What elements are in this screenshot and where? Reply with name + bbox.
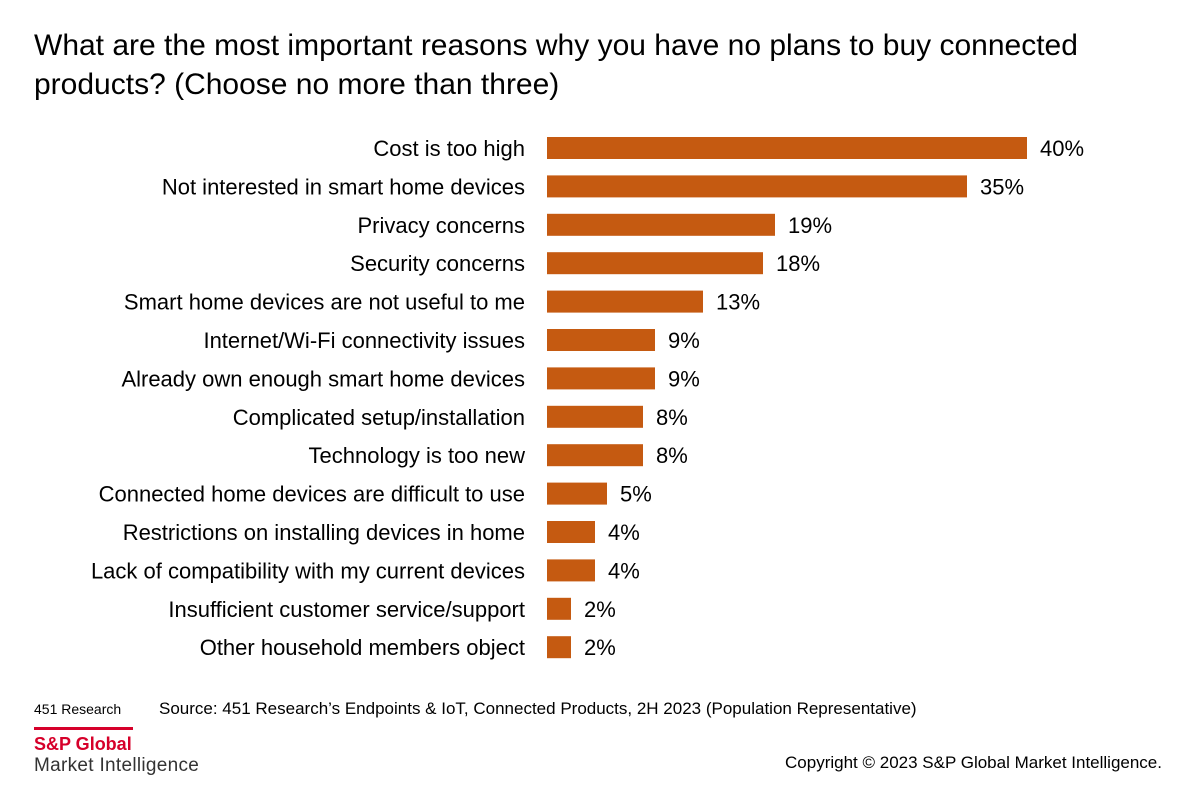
footer-source: Source: 451 Research’s Endpoints & IoT, … xyxy=(159,699,917,718)
value-label: 4% xyxy=(608,520,640,545)
bar xyxy=(547,367,655,390)
footer-brand: 451 Research xyxy=(34,701,122,717)
category-label: Cost is too high xyxy=(373,136,525,161)
value-label: 40% xyxy=(1040,136,1084,161)
bar xyxy=(547,290,703,313)
copyright: Copyright © 2023 S&P Global Market Intel… xyxy=(785,753,1162,772)
category-label: Technology is too new xyxy=(309,443,526,468)
bar xyxy=(547,137,1027,159)
bar xyxy=(547,559,595,582)
bar xyxy=(547,405,643,428)
bar xyxy=(547,175,967,198)
value-label: 9% xyxy=(668,328,700,353)
value-label: 9% xyxy=(668,366,700,391)
value-label: 8% xyxy=(656,443,688,468)
category-label: Complicated setup/installation xyxy=(233,405,525,430)
value-label: 2% xyxy=(584,635,616,660)
bar xyxy=(547,597,571,620)
category-label: Connected home devices are difficult to … xyxy=(99,482,525,507)
value-label: 18% xyxy=(776,251,820,276)
value-label: 19% xyxy=(788,213,832,238)
category-label: Insufficient customer service/support xyxy=(168,597,525,622)
value-label: 13% xyxy=(716,290,760,315)
bar xyxy=(547,252,763,275)
category-label: Smart home devices are not useful to me xyxy=(124,290,525,315)
category-label: Privacy concerns xyxy=(357,213,525,238)
bar xyxy=(547,636,571,659)
bar xyxy=(547,521,595,543)
category-label: Restrictions on installing devices in ho… xyxy=(123,520,525,545)
value-label: 4% xyxy=(608,558,640,583)
logo-name: S&P Global xyxy=(34,734,132,754)
category-label: Security concerns xyxy=(350,251,525,276)
category-label: Internet/Wi-Fi connectivity issues xyxy=(203,328,525,353)
value-label: 35% xyxy=(980,174,1024,199)
category-label: Lack of compatibility with my current de… xyxy=(91,558,525,583)
sp-global-logo: S&P Global Market Intelligence xyxy=(34,727,199,778)
category-label: Already own enough smart home devices xyxy=(121,366,525,391)
chart-title: What are the most important reasons why … xyxy=(34,29,1078,101)
bar xyxy=(547,329,655,351)
category-label: Not interested in smart home devices xyxy=(162,174,525,199)
logo-subtitle: Market Intelligence xyxy=(34,755,200,776)
logo-rule xyxy=(34,727,133,730)
category-label: Other household members object xyxy=(200,635,525,660)
value-label: 2% xyxy=(584,597,616,622)
bar xyxy=(547,213,775,236)
value-label: 8% xyxy=(656,405,688,430)
bar xyxy=(547,482,607,505)
value-label: 5% xyxy=(620,482,652,507)
bar xyxy=(547,444,643,467)
